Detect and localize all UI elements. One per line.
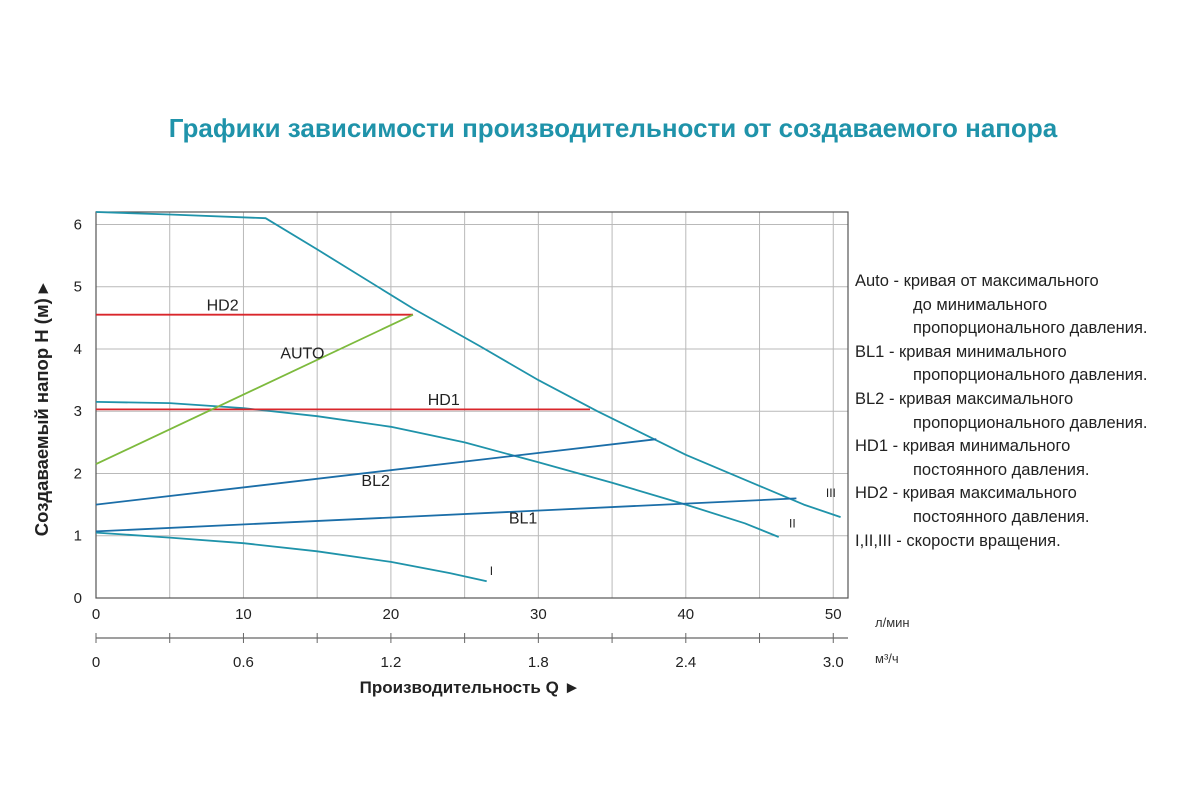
x2-tick-label: 2.4	[675, 654, 696, 671]
tick-labels: 0 10 20 30 40 50 0 1 2 3 4 5 6	[74, 216, 842, 623]
legend-line: пропорционального давления.	[913, 413, 1148, 432]
x2-unit-label: м³/ч	[875, 651, 899, 666]
x2-tick-label: 1.8	[528, 654, 549, 671]
series-i-line	[95, 531, 487, 583]
legend-line: до минимального	[913, 295, 1048, 314]
y-axis-label: Создаваемый напор H (м) ▸	[31, 282, 52, 536]
curve-label-auto: AUTO	[280, 345, 324, 362]
series-auto-line	[95, 313, 414, 465]
y-tick-label: 3	[74, 403, 82, 420]
plot-frame	[95, 211, 849, 599]
legend-line: Auto - кривая от максимального	[855, 272, 1099, 290]
y-tick-label: 0	[74, 590, 82, 607]
x-axis-label: Производительность Q ►	[360, 678, 581, 697]
curve-label-bl1: BL1	[509, 510, 538, 527]
curve-label-i: I	[490, 564, 493, 578]
chart-title: Графики зависимости производительности о…	[168, 113, 1058, 143]
legend-line: постоянного давления.	[913, 507, 1090, 526]
legend-line: BL1 - кривая минимального	[855, 342, 1067, 361]
y-tick-label: 4	[74, 341, 82, 358]
x-tick-label: 50	[825, 606, 842, 623]
legend: Auto - кривая от максимального до минимал…	[855, 270, 1147, 553]
legend-line: пропорционального давления.	[913, 319, 1148, 338]
y-tick-label: 2	[74, 465, 82, 482]
y-tick-label: 1	[74, 528, 82, 545]
curve-label-iii: III	[826, 486, 836, 500]
curve-label-bl2: BL2	[361, 473, 390, 490]
series-bl2-line	[95, 438, 657, 506]
x2-tick-label: 0	[92, 654, 100, 671]
legend-line: HD2 - кривая максимального	[855, 484, 1077, 503]
series-ii-line	[95, 401, 780, 538]
x-tick-label: 20	[383, 606, 400, 623]
y-tick-label: 6	[74, 216, 82, 233]
series-layer	[95, 211, 841, 583]
series-bl1-line	[95, 497, 797, 533]
legend-line: HD1 - кривая минимального	[855, 437, 1071, 456]
x-unit-label: л/мин	[875, 615, 910, 630]
legend-line: постоянного давления.	[913, 460, 1090, 479]
curve-label-ii: II	[789, 517, 796, 531]
curve-label-hd2: HD2	[207, 297, 239, 314]
y-tick-label: 5	[74, 279, 82, 296]
x-tick-label: 0	[92, 606, 100, 623]
legend-line: BL2 - кривая максимального	[855, 389, 1074, 408]
secondary-axis: 0 0.6 1.2 1.8 2.4 3.0	[92, 633, 848, 671]
x2-tick-label: 3.0	[823, 654, 844, 671]
x2-tick-label: 1.2	[380, 654, 401, 671]
x2-tick-label: 0.6	[233, 654, 254, 671]
x-tick-label: 10	[235, 606, 252, 623]
x-tick-label: 30	[530, 606, 547, 623]
x-tick-label: 40	[677, 606, 694, 623]
curve-label-hd1: HD1	[428, 392, 460, 409]
legend-line: пропорционального давления.	[913, 366, 1148, 385]
series-iii-line	[95, 211, 841, 518]
grid	[96, 212, 848, 598]
legend-line: I,II,III - скорости вращения.	[855, 531, 1061, 550]
